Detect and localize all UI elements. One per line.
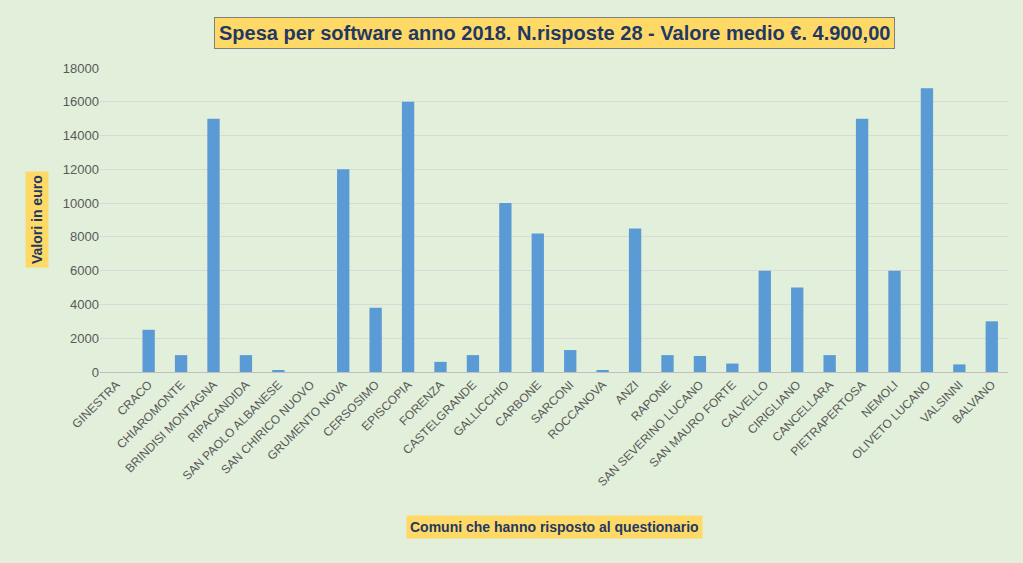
svg-text:CRACO: CRACO [114,378,155,419]
svg-text:8000: 8000 [70,229,99,244]
svg-text:2000: 2000 [70,331,99,346]
svg-text:GRUMENTO NOVA: GRUMENTO NOVA [265,378,350,463]
svg-text:CASTELGRANDE: CASTELGRANDE [400,378,479,457]
svg-text:OLIVETO LUCANO: OLIVETO LUCANO [849,378,933,462]
svg-text:16000: 16000 [63,94,99,109]
svg-text:CIRIGLIANO: CIRIGLIANO [745,378,804,437]
svg-text:14000: 14000 [63,128,99,143]
svg-text:Comuni che hanno risposto al q: Comuni che hanno risposto al questionari… [410,519,699,535]
svg-text:10000: 10000 [63,196,99,211]
svg-text:FORENZA: FORENZA [396,378,446,428]
svg-text:CARBONE: CARBONE [492,378,544,430]
svg-text:Valori in euro: Valori in euro [29,175,45,264]
svg-text:CHIAROMONTE: CHIAROMONTE [114,378,188,452]
svg-text:SAN SEVERINO LUCANO: SAN SEVERINO LUCANO [595,378,706,489]
svg-text:EPISCOPIA: EPISCOPIA [359,378,415,434]
svg-text:GINESTRA: GINESTRA [69,378,122,431]
svg-text:4000: 4000 [70,297,99,312]
svg-text:ROCCANOVA: ROCCANOVA [545,378,609,442]
svg-text:VALSINNI: VALSINNI [918,378,966,426]
svg-text:SARCONI: SARCONI [528,378,577,427]
svg-text:12000: 12000 [63,162,99,177]
svg-text:NEMOLI: NEMOLI [858,378,900,420]
svg-text:PIETRAPERTOSA: PIETRAPERTOSA [788,378,869,459]
svg-text:RIPACANDIDA: RIPACANDIDA [185,378,252,445]
svg-text:CERSOSIMO: CERSOSIMO [320,378,382,440]
svg-text:BRINDISI MONTAGNA: BRINDISI MONTAGNA [122,378,219,475]
svg-text:CANCELLARA: CANCELLARA [770,378,836,444]
svg-text:GALLICCHIO: GALLICCHIO [450,378,511,439]
svg-text:Spesa per software anno 2018.: Spesa per software anno 2018. N.risposte… [219,22,890,44]
svg-text:ANZI: ANZI [612,378,641,407]
svg-text:SAN MAURO FORTE: SAN MAURO FORTE [646,378,738,470]
svg-text:SAN CHIRICO NUOVO: SAN CHIRICO NUOVO [218,378,317,477]
svg-text:BALVANO: BALVANO [949,378,998,427]
svg-text:CALVELLO: CALVELLO [718,378,771,431]
svg-text:RAPONE: RAPONE [628,378,674,424]
svg-text:SAN PAOLO ALBANESE: SAN PAOLO ALBANESE [180,378,285,483]
svg-text:0: 0 [92,365,99,380]
svg-text:18000: 18000 [63,61,99,76]
svg-text:6000: 6000 [70,263,99,278]
